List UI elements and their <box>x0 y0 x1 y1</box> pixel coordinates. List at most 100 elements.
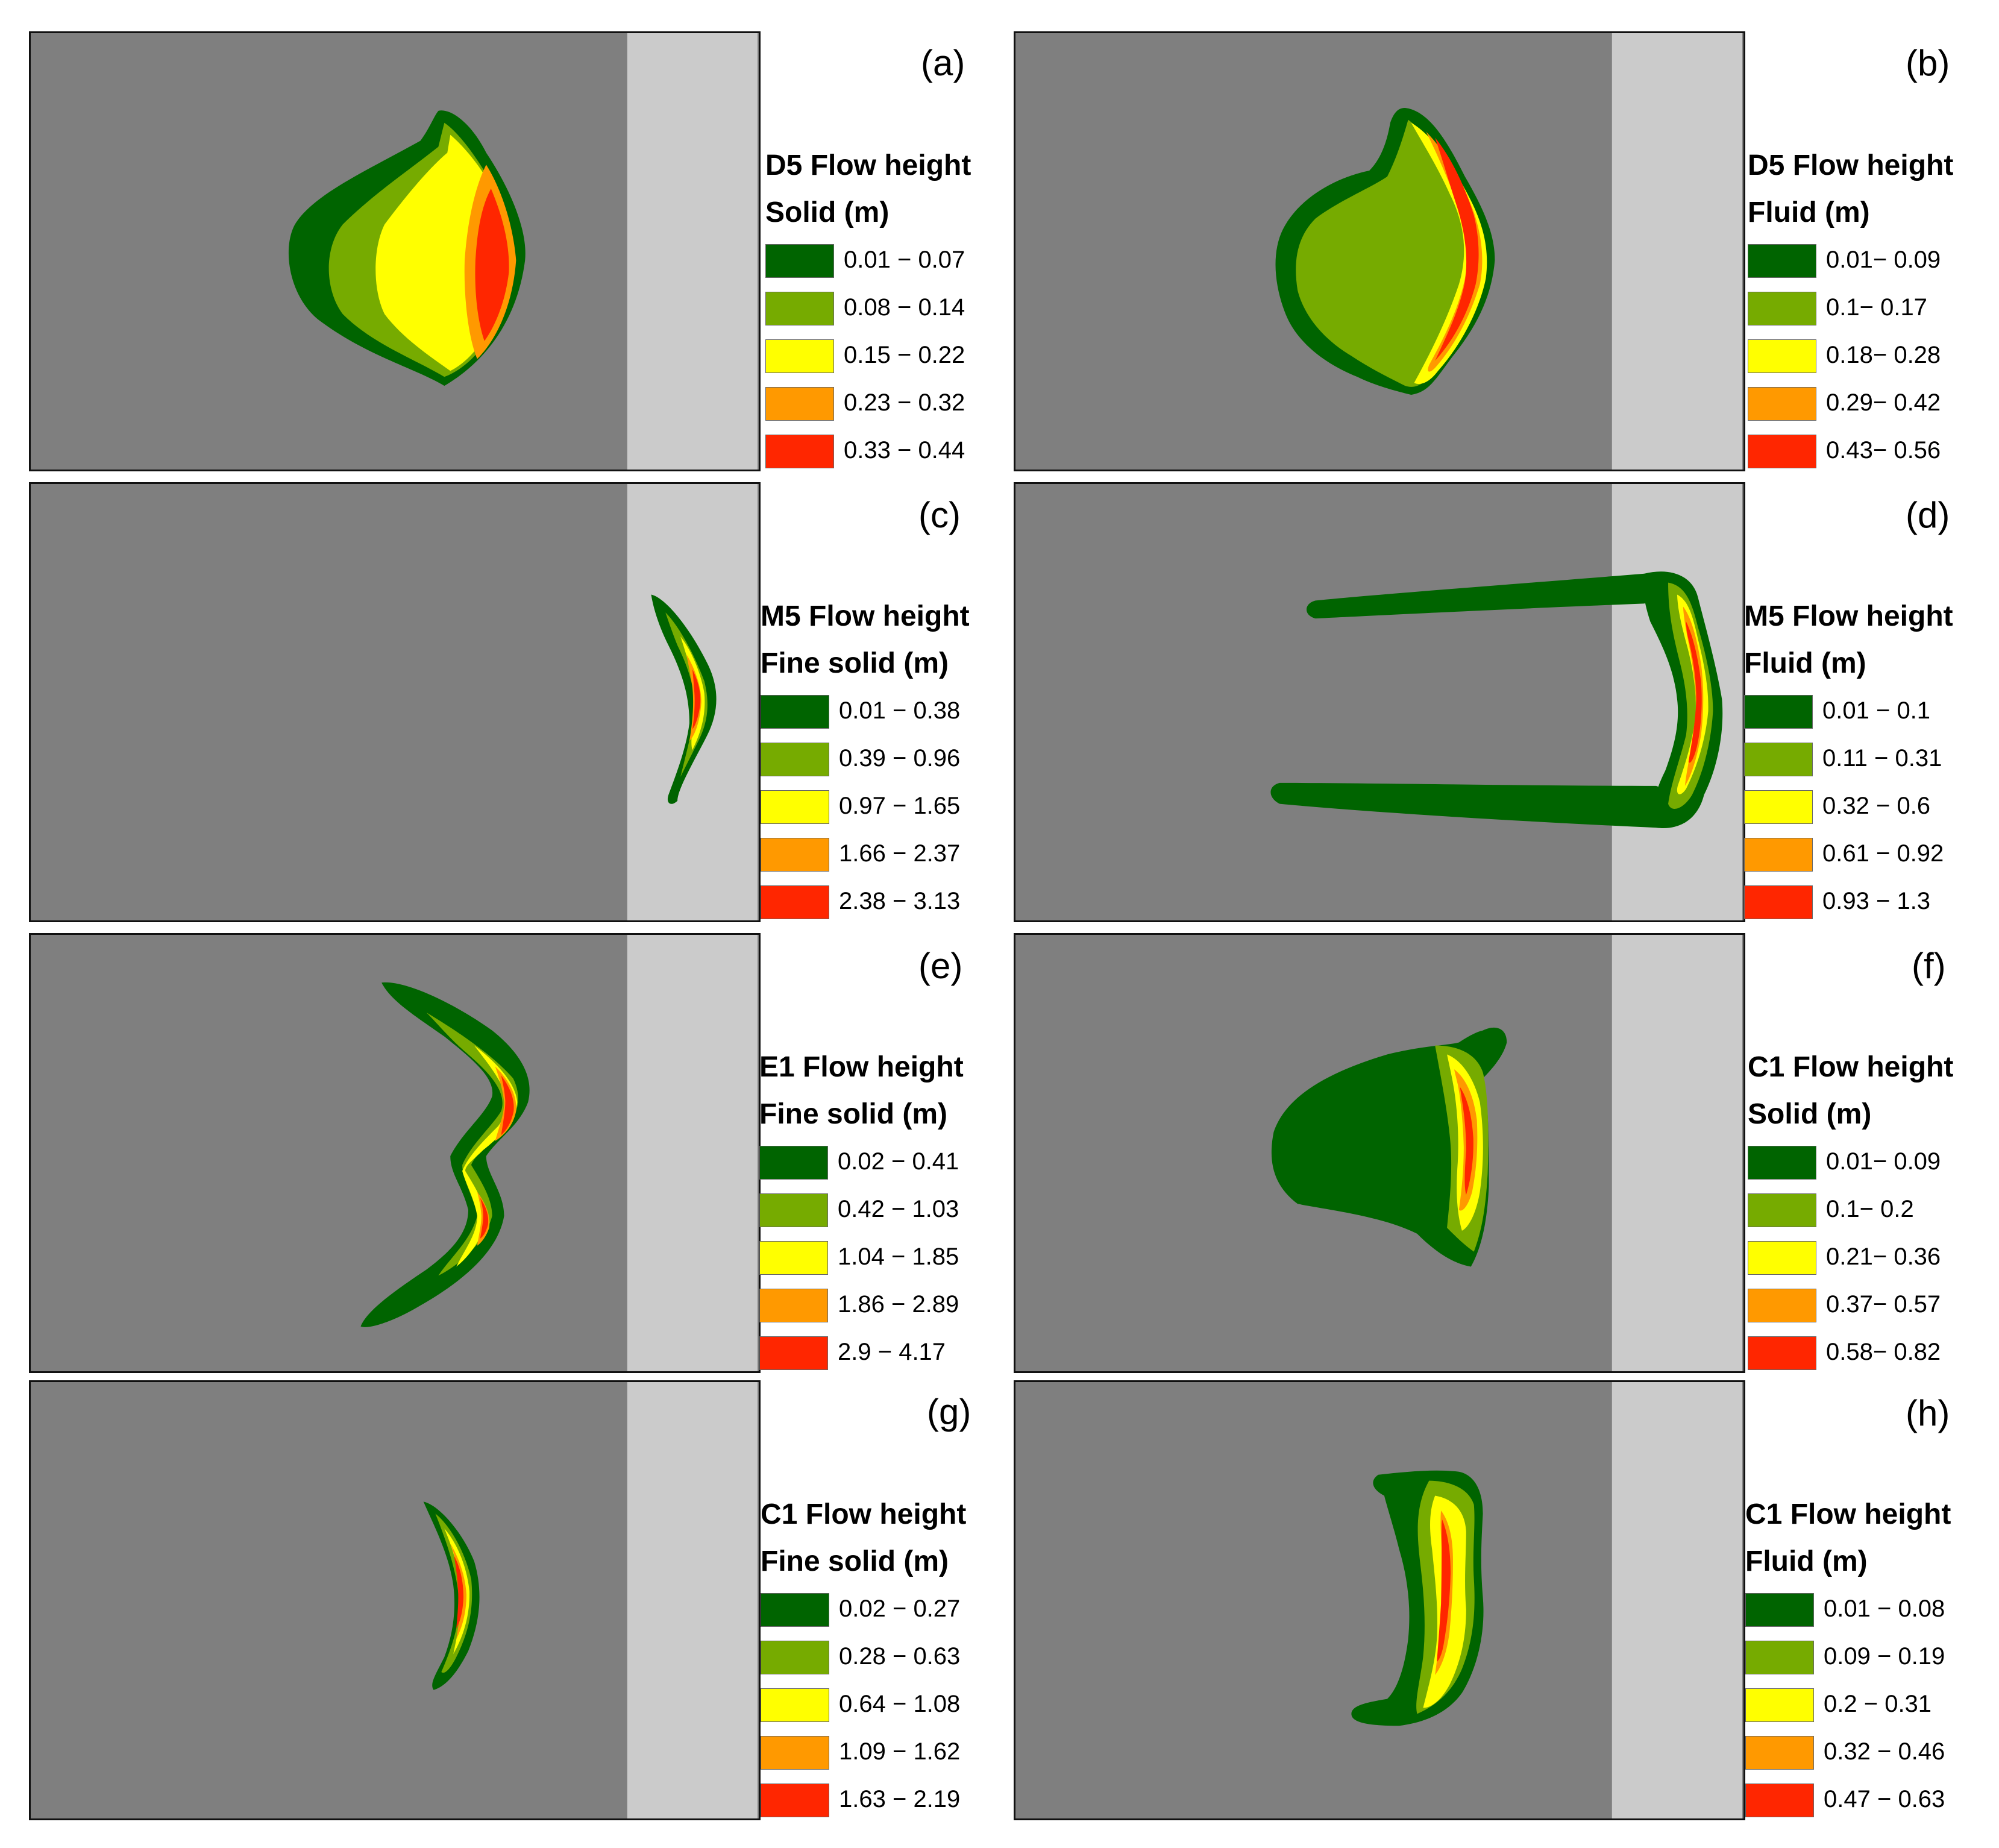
panel-label: (c) <box>918 495 961 535</box>
legend-range: 0.93 − 1.3 <box>1822 888 1931 914</box>
legend-range: 1.63 − 2.19 <box>839 1786 961 1812</box>
legend-swatch <box>759 1241 828 1275</box>
legend-swatch <box>765 435 834 468</box>
legend-subtitle: Fluid (m) <box>1744 647 1866 679</box>
legend-swatch <box>1748 387 1816 421</box>
legend-swatch <box>1745 1784 1814 1817</box>
legend-swatch <box>761 743 829 776</box>
panel-h: (h) C1 Flow height Fluid (m) 0.01 − 0.08… <box>1014 1380 1999 1826</box>
legend-subtitle: Solid (m) <box>1748 1098 1872 1130</box>
legend-range: 1.86 − 2.89 <box>838 1291 959 1318</box>
legend-range: 0.21− 0.36 <box>1826 1243 1941 1270</box>
flow-map-h <box>1014 1380 1745 1820</box>
legend-range: 2.38 − 3.13 <box>839 888 961 914</box>
legend-swatch <box>1748 1146 1816 1180</box>
panel-g: (g) C1 Flow height Fine solid (m) 0.02 −… <box>29 1380 1023 1826</box>
legend-title: C1 Flow height <box>1745 1498 1951 1530</box>
legend-range: 0.01 − 0.08 <box>1824 1595 1945 1622</box>
legend-swatch <box>765 244 834 278</box>
legend-title: D5 Flow height <box>1748 149 1954 181</box>
legend-range: 1.09 − 1.62 <box>839 1738 961 1765</box>
flow-map-d <box>1014 482 1745 922</box>
legend-range: 0.1− 0.2 <box>1826 1196 1914 1222</box>
legend-range: 0.01− 0.09 <box>1826 1148 1941 1175</box>
flow-class-2 <box>1296 119 1480 387</box>
panel-label: (h) <box>1906 1393 1950 1433</box>
legend-subtitle: Fine solid (m) <box>761 647 949 679</box>
legend-title: D5 Flow height <box>765 149 971 181</box>
legend-swatch <box>761 1688 829 1722</box>
legend-title: C1 Flow height <box>1748 1051 1954 1083</box>
flow-map-c <box>29 482 761 922</box>
flow-channel-bottom <box>1270 782 1670 828</box>
legend-swatch <box>1744 885 1813 919</box>
legend-subtitle: Solid (m) <box>765 196 890 228</box>
legend-swatch <box>1745 1593 1814 1627</box>
legend-swatch <box>1748 244 1816 278</box>
flow-map-a-graphic <box>31 33 758 470</box>
legend-range: 0.01− 0.09 <box>1826 247 1941 273</box>
legend-title: C1 Flow height <box>761 1498 967 1530</box>
legend-subtitle: Fine solid (m) <box>761 1545 949 1577</box>
flow-map-g-graphic <box>31 1382 758 1818</box>
legend-range: 0.01 − 0.1 <box>1822 697 1931 724</box>
legend-swatch <box>1744 790 1813 824</box>
legend-title: E1 Flow height <box>759 1051 964 1083</box>
legend-range: 2.9 − 4.17 <box>838 1339 946 1365</box>
flow-map-g <box>29 1380 761 1820</box>
legend-title: M5 Flow height <box>1744 600 1953 632</box>
flow-class-5 <box>692 669 701 729</box>
flow-class-5 <box>1435 137 1479 361</box>
deposition-strip <box>1611 1382 1743 1818</box>
legend-swatch <box>761 885 829 919</box>
legend-swatch <box>1745 1641 1814 1674</box>
legend-swatch <box>761 790 829 824</box>
legend-swatch <box>759 1336 828 1370</box>
flow-map-f-graphic <box>1016 935 1743 1371</box>
flow-class-3 <box>1411 122 1487 384</box>
legend-swatch <box>1748 339 1816 373</box>
legend-swatch <box>761 1593 829 1627</box>
flow-map-b-graphic <box>1016 33 1743 470</box>
legend-swatch <box>759 1193 828 1227</box>
legend-swatch <box>761 838 829 872</box>
legend-subtitle: Fluid (m) <box>1745 1545 1868 1577</box>
legend-swatch <box>1748 292 1816 325</box>
legend-range: 0.43− 0.56 <box>1826 437 1941 464</box>
panel-e: (e) E1 Flow height Fine solid (m) 0.02 −… <box>29 933 1023 1379</box>
legend-range: 0.32 − 0.6 <box>1822 793 1931 819</box>
panel-label: (a) <box>921 43 965 83</box>
flow-map-d-graphic <box>1016 484 1743 920</box>
legend-range: 0.09 − 0.19 <box>1824 1643 1945 1670</box>
legend-subtitle: Fluid (m) <box>1748 196 1870 228</box>
flow-class-5 <box>454 1555 464 1629</box>
legend-swatch <box>1744 695 1813 729</box>
legend-range: 0.29− 0.42 <box>1826 389 1941 416</box>
panel-d: (d) M5 Flow height Fluid (m) 0.01 − 0.1 … <box>1014 482 1999 928</box>
legend-title: M5 Flow height <box>761 600 970 632</box>
legend-range: 0.01 − 0.38 <box>839 697 961 724</box>
flow-class-5 <box>1460 1087 1473 1195</box>
legend-range: 0.02 − 0.27 <box>839 1595 961 1622</box>
flow-class-5b <box>480 1198 489 1239</box>
panel-label: (g) <box>927 1392 971 1432</box>
panel-c: (c) M5 Flow height Fine solid (m) 0.01 −… <box>29 482 1023 928</box>
legend-swatch <box>1748 1193 1816 1227</box>
panel-label: (d) <box>1906 495 1950 535</box>
flow-map-a <box>29 31 761 471</box>
flow-class-2 <box>1668 582 1713 809</box>
flow-map-e <box>29 933 761 1373</box>
panel-f: (f) C1 Flow height Solid (m) 0.01− 0.09 … <box>1014 933 1999 1379</box>
legend-range: 0.2 − 0.31 <box>1824 1691 1932 1717</box>
deposition-strip <box>627 33 758 470</box>
legend-range: 0.01 − 0.07 <box>844 247 965 273</box>
flow-class-2 <box>426 1012 518 1276</box>
panel-label: (e) <box>918 946 963 986</box>
legend-range: 0.61 − 0.92 <box>1822 840 1944 867</box>
deposition-strip <box>1611 33 1743 470</box>
deposition-strip <box>1611 935 1743 1371</box>
legend-swatch <box>1748 1241 1816 1275</box>
flow-map-h-graphic <box>1016 1382 1743 1818</box>
legend-swatch <box>761 695 829 729</box>
legend-range: 0.28 − 0.63 <box>839 1643 961 1670</box>
